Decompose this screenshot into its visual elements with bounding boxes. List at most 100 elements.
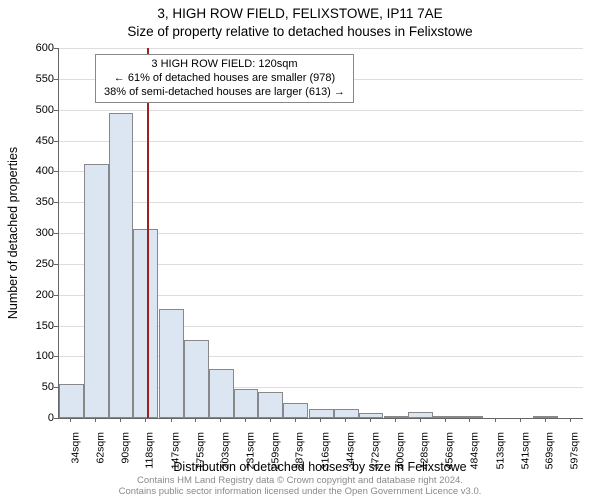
x-tick-mark xyxy=(120,418,121,422)
y-tick-label: 300 xyxy=(36,227,54,239)
x-tick-mark xyxy=(469,418,470,422)
y-tick-mark xyxy=(54,79,58,80)
x-tick-mark xyxy=(495,418,496,422)
footer-line2: Contains public sector information licen… xyxy=(0,487,600,498)
y-axis-label-wrap: Number of detached properties xyxy=(4,48,22,418)
x-tick-label: 484sqm xyxy=(468,432,480,469)
x-tick-label: 316sqm xyxy=(319,432,331,469)
x-tick-mark xyxy=(395,418,396,422)
x-tick-mark xyxy=(520,418,521,422)
y-tick-mark xyxy=(54,326,58,327)
x-tick-label: 456sqm xyxy=(444,432,456,469)
histogram-bar xyxy=(458,416,483,418)
x-tick-mark xyxy=(171,418,172,422)
chart-title-line2: Size of property relative to detached ho… xyxy=(0,24,600,39)
x-tick-label: 287sqm xyxy=(294,432,306,469)
x-tick-label: 428sqm xyxy=(419,432,431,469)
marker-line xyxy=(147,48,149,418)
y-tick-mark xyxy=(54,233,58,234)
annotation-line1: 3 HIGH ROW FIELD: 120sqm xyxy=(104,58,345,72)
grid-line xyxy=(59,110,583,111)
histogram-bar xyxy=(159,309,184,418)
x-tick-mark xyxy=(320,418,321,422)
x-tick-label: 541sqm xyxy=(519,432,531,469)
x-tick-mark xyxy=(145,418,146,422)
histogram-bar xyxy=(533,416,558,418)
y-tick-mark xyxy=(54,264,58,265)
plot-area: 3 HIGH ROW FIELD: 120sqm ← 61% of detach… xyxy=(58,48,583,419)
y-tick-label: 500 xyxy=(36,104,54,116)
y-tick-label: 350 xyxy=(36,196,54,208)
y-tick-mark xyxy=(54,356,58,357)
histogram-bar xyxy=(84,164,109,418)
y-tick-mark xyxy=(54,295,58,296)
x-tick-label: 569sqm xyxy=(544,432,556,469)
x-tick-mark xyxy=(70,418,71,422)
x-tick-mark xyxy=(195,418,196,422)
y-tick-mark xyxy=(54,387,58,388)
annotation-line3: 38% of semi-detached houses are larger (… xyxy=(104,86,345,100)
histogram-bar xyxy=(283,403,308,418)
histogram-bar xyxy=(334,409,359,418)
x-tick-mark xyxy=(95,418,96,422)
x-tick-label: 147sqm xyxy=(170,432,182,469)
histogram-bar xyxy=(433,416,458,418)
x-tick-label: 259sqm xyxy=(269,432,281,469)
y-tick-label: 200 xyxy=(36,289,54,301)
histogram-bar xyxy=(59,384,84,418)
x-tick-label: 34sqm xyxy=(69,432,81,464)
x-tick-label: 90sqm xyxy=(119,432,131,464)
y-tick-label: 600 xyxy=(36,42,54,54)
grid-line xyxy=(59,171,583,172)
x-tick-label: 203sqm xyxy=(219,432,231,469)
x-tick-mark xyxy=(245,418,246,422)
x-tick-mark xyxy=(420,418,421,422)
y-tick-mark xyxy=(54,202,58,203)
grid-line xyxy=(59,202,583,203)
y-tick-label: 550 xyxy=(36,73,54,85)
histogram-bar xyxy=(234,389,259,418)
y-tick-mark xyxy=(54,48,58,49)
chart-title-line1: 3, HIGH ROW FIELD, FELIXSTOWE, IP11 7AE xyxy=(0,6,600,21)
x-tick-label: 400sqm xyxy=(394,432,406,469)
y-tick-mark xyxy=(54,110,58,111)
x-tick-label: 597sqm xyxy=(569,432,581,469)
annotation-box: 3 HIGH ROW FIELD: 120sqm ← 61% of detach… xyxy=(95,54,354,103)
histogram-bar xyxy=(384,416,409,418)
histogram-bar xyxy=(109,113,134,418)
x-tick-mark xyxy=(445,418,446,422)
x-tick-mark xyxy=(545,418,546,422)
x-tick-mark xyxy=(295,418,296,422)
x-tick-label: 62sqm xyxy=(94,432,106,464)
histogram-bar xyxy=(209,369,234,418)
x-tick-mark xyxy=(345,418,346,422)
x-tick-mark xyxy=(570,418,571,422)
y-tick-label: 150 xyxy=(36,320,54,332)
y-axis-label: Number of detached properties xyxy=(6,147,20,319)
x-tick-mark xyxy=(370,418,371,422)
y-tick-mark xyxy=(54,418,58,419)
y-tick-label: 50 xyxy=(42,381,54,393)
x-tick-label: 118sqm xyxy=(144,432,156,469)
chart-container: 3, HIGH ROW FIELD, FELIXSTOWE, IP11 7AE … xyxy=(0,0,600,500)
annotation-line2: ← 61% of detached houses are smaller (97… xyxy=(104,72,345,86)
histogram-bar xyxy=(258,392,283,418)
x-tick-label: 372sqm xyxy=(369,432,381,469)
x-tick-mark xyxy=(220,418,221,422)
y-tick-mark xyxy=(54,171,58,172)
y-tick-label: 450 xyxy=(36,135,54,147)
footer-attribution: Contains HM Land Registry data © Crown c… xyxy=(0,476,600,498)
x-tick-label: 344sqm xyxy=(344,432,356,469)
y-tick-label: 250 xyxy=(36,258,54,270)
grid-line xyxy=(59,48,583,49)
grid-line xyxy=(59,141,583,142)
x-tick-mark xyxy=(270,418,271,422)
y-tick-label: 400 xyxy=(36,165,54,177)
y-tick-mark xyxy=(54,141,58,142)
x-tick-label: 231sqm xyxy=(244,432,256,469)
x-tick-label: 175sqm xyxy=(194,432,206,469)
histogram-bar xyxy=(408,412,433,418)
x-tick-label: 513sqm xyxy=(494,432,506,469)
histogram-bar xyxy=(184,340,209,418)
histogram-bar xyxy=(309,409,334,418)
